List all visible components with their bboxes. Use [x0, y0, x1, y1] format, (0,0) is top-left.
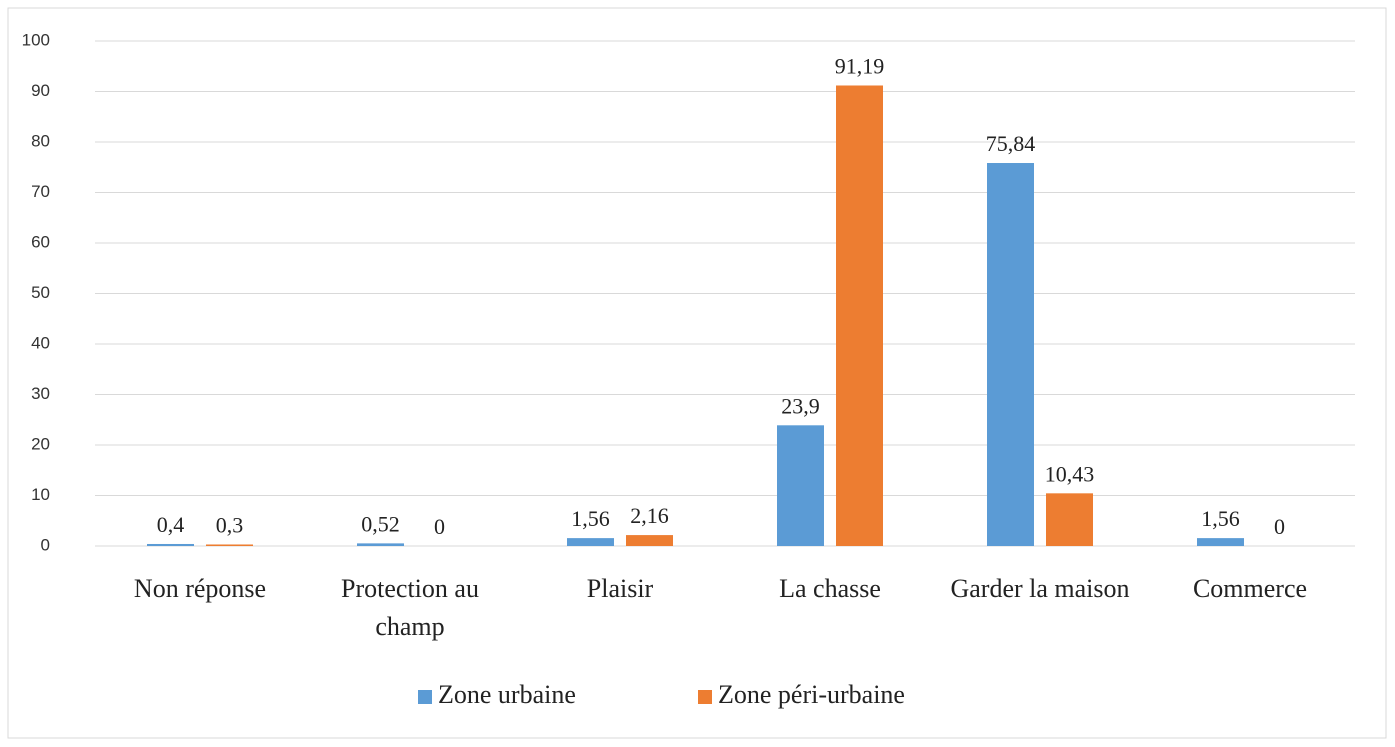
- x-tick-label: Commerce: [1192, 574, 1308, 603]
- bar: [147, 543, 194, 546]
- y-tick-label: 40: [31, 333, 50, 352]
- y-tick-label: 20: [31, 434, 50, 453]
- data-label: 1,56: [571, 506, 610, 531]
- y-tick-label: 80: [31, 131, 50, 150]
- y-tick-label: 70: [31, 182, 50, 201]
- legend-label: Zone urbaine: [438, 680, 576, 709]
- bar: [1046, 493, 1093, 546]
- data-label: 1,56: [1201, 506, 1240, 531]
- data-label: 2,16: [630, 503, 669, 528]
- y-tick-label: 30: [31, 384, 50, 403]
- data-label: 91,19: [835, 53, 885, 78]
- y-tick-label: 100: [22, 30, 50, 49]
- bar: [626, 535, 673, 546]
- y-tick-label: 90: [31, 81, 50, 100]
- data-label: 0,52: [361, 511, 400, 536]
- legend-swatch: [698, 690, 712, 704]
- data-label: 0: [434, 514, 445, 539]
- data-label: 75,84: [986, 131, 1036, 156]
- data-label: 0: [1274, 514, 1285, 539]
- bar: [836, 85, 883, 546]
- bar: [777, 425, 824, 546]
- x-tick-label: Protection au champ: [341, 574, 479, 641]
- y-tick-label: 10: [31, 485, 50, 504]
- data-label: 0,3: [216, 512, 244, 537]
- bar: [567, 538, 614, 546]
- bar: [1197, 538, 1244, 546]
- x-tick-label: Plaisir: [586, 574, 654, 603]
- y-tick-label: 60: [31, 232, 50, 251]
- bar: [987, 163, 1034, 546]
- data-label: 10,43: [1045, 461, 1095, 486]
- legend-label: Zone péri-urbaine: [718, 680, 905, 709]
- y-tick-label: 0: [41, 535, 50, 554]
- data-label: 0,4: [157, 512, 185, 537]
- x-tick-label: La chasse: [779, 574, 881, 603]
- bar: [357, 543, 404, 546]
- bar: [206, 544, 253, 546]
- data-label: 23,9: [781, 393, 820, 418]
- legend-swatch: [418, 690, 432, 704]
- chart-border: [7, 7, 1387, 739]
- y-tick-label: 50: [31, 283, 50, 302]
- x-tick-label: Garder la maison: [950, 574, 1130, 603]
- x-tick-label: Non réponse: [133, 574, 267, 603]
